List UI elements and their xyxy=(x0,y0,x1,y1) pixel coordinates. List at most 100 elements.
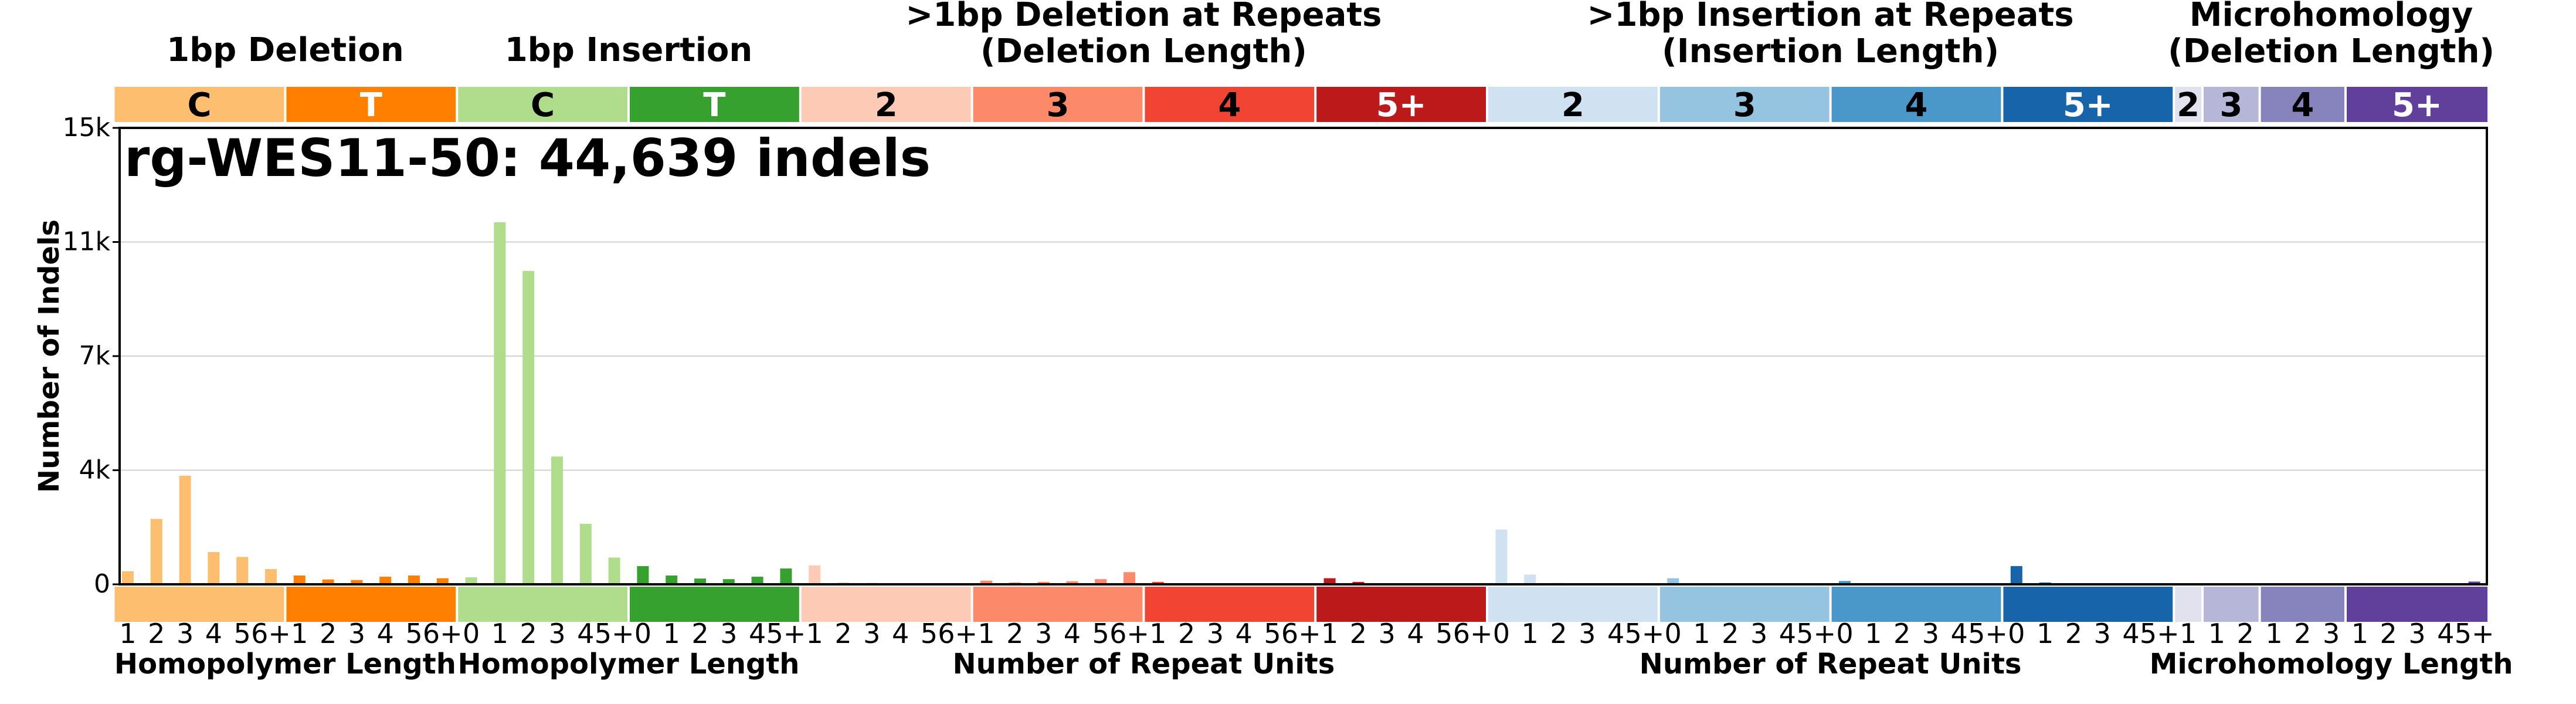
category-band-top-microhomology-5 xyxy=(2347,87,2487,122)
bar-1bp-deletion-at-repeats-3-3 xyxy=(1037,581,1050,584)
category-band-top-microhomology-4 xyxy=(2261,87,2344,122)
group-title-microhomology: Microhomology (Deletion Length) xyxy=(2168,0,2494,70)
category-band-top-1bp-insertion-t xyxy=(630,87,799,122)
x-tick-label: 3 xyxy=(177,618,194,649)
x-tick-label: 4 xyxy=(2437,618,2454,649)
category-band-bottom xyxy=(114,587,284,622)
bar-1bp-deletion-t-4 xyxy=(379,577,392,584)
x-tick-label: 2 xyxy=(1006,618,1023,649)
x-tick-label: 1 xyxy=(2208,618,2225,649)
bar-1bp-deletion-c-5 xyxy=(236,557,249,584)
group-title-1bp-insertion-at-repeats: >1bp Insertion at Repeats (Insertion Leng… xyxy=(1587,0,2074,70)
x-tick-label: 3 xyxy=(1750,618,1767,649)
x-tick-label: 2 xyxy=(2294,618,2311,649)
x-tick-label: 2 xyxy=(691,618,708,649)
category-band-bottom xyxy=(458,587,627,622)
category-label-3: 3 xyxy=(1733,86,1756,124)
bar-1bp-insertion-c-1 xyxy=(494,222,506,585)
y-tick-label: 15k xyxy=(63,113,111,143)
category-band-top-1bp-deletion-at-repeats-2 xyxy=(801,87,971,122)
bar-1bp-insertion-at-repeats-5-0 xyxy=(2010,566,2022,584)
x-tick-label: 5 xyxy=(405,618,422,649)
bar-1bp-deletion-c-2 xyxy=(150,519,162,584)
x-tick-label: 5+ xyxy=(1796,618,1836,649)
x-tick-label: 6+ xyxy=(938,618,978,649)
x-tick-label: 1 xyxy=(806,618,823,649)
x-tick-label: 5+ xyxy=(1624,618,1664,649)
group-xlabel-number-of-repeat-units: Number of Repeat Units xyxy=(1640,648,2022,681)
x-tick-label: 0 xyxy=(2008,618,2025,649)
x-tick-labels: 1 2 3 4 5 6+ 1 2 3 4 5 6+ 0 1 2 3 4 5+ 0 1 2 3 4 5+ 1 2 3 4 5 6+ 1 2 3 4 5… xyxy=(119,618,2494,649)
bar-1bp-deletion-at-repeats-3-5 xyxy=(1095,579,1107,584)
category-label-3: 3 xyxy=(2219,86,2242,124)
category-band-top-1bp-deletion-at-repeats-3 xyxy=(973,87,1143,122)
bar-1bp-deletion-at-repeats-3-6 xyxy=(1124,572,1135,584)
x-tick-label: 2 xyxy=(1350,618,1367,649)
category-label-2: 2 xyxy=(875,86,898,124)
x-tick-label: 5+ xyxy=(2455,618,2494,649)
x-tick-label: 4 xyxy=(749,618,766,649)
group-title-1bp-deletion: 1bp Deletion xyxy=(167,31,404,69)
bars xyxy=(122,222,2480,585)
category-band-top-1bp-insertion-at-repeats-5 xyxy=(2003,87,2173,122)
x-tick-label: 3 xyxy=(1922,618,1939,649)
category-band-top-1bp-deletion-t xyxy=(286,87,456,122)
bar-1bp-deletion-at-repeats-3-1 xyxy=(980,580,992,584)
category-band-top-1bp-insertion-at-repeats-3 xyxy=(1659,87,1830,122)
category-band-bottom xyxy=(2204,587,2259,622)
category-band-bottom xyxy=(1316,587,1486,622)
x-tick-label: 4 xyxy=(205,618,222,649)
category-label-2: 2 xyxy=(2177,86,2200,124)
category-band-top-1bp-deletion-at-repeats-5 xyxy=(1316,87,1486,122)
category-band-top-microhomology-2 xyxy=(2175,87,2201,122)
x-tick-label: 2 xyxy=(520,618,537,649)
x-tick-label: 5+ xyxy=(1968,618,2008,649)
bar-1bp-deletion-t-6 xyxy=(436,578,449,584)
category-label-2: 2 xyxy=(1562,86,1584,124)
bar-1bp-insertion-at-repeats-2-0 xyxy=(1495,529,1508,584)
bar-1bp-insertion-at-repeats-4-0 xyxy=(1839,581,1851,584)
y-tick-label: 0 xyxy=(94,569,110,599)
x-tick-label: 1 xyxy=(978,618,995,649)
category-band-top-1bp-deletion-at-repeats-4 xyxy=(1145,87,1315,122)
category-label-c: C xyxy=(531,86,555,124)
category-label-c: C xyxy=(187,86,211,124)
x-tick-label: 1 xyxy=(2037,618,2054,649)
x-tick-label: 4 xyxy=(1779,618,1796,649)
bar-1bp-deletion-at-repeats-3-4 xyxy=(1066,581,1078,584)
x-tick-label: 3 xyxy=(548,618,565,649)
category-band-bottom xyxy=(1831,587,2001,622)
bar-1bp-insertion-t-2 xyxy=(694,578,706,584)
x-tick-label: 1 xyxy=(1321,618,1338,649)
group-labels: 1bp Deletion Homopolymer Length 1bp Insert… xyxy=(114,0,2513,681)
bar-1bp-insertion-c-5 xyxy=(608,557,620,584)
category-band-bottom xyxy=(2347,587,2487,622)
category-band-bottom xyxy=(630,587,799,622)
bar-1bp-deletion-at-repeats-2-1 xyxy=(809,565,821,584)
bar-1bp-deletion-c-4 xyxy=(208,552,220,584)
category-label-4: 4 xyxy=(1905,86,1928,124)
category-band-top-1bp-insertion-c xyxy=(458,87,627,122)
x-tick-label: 6+ xyxy=(1453,618,1493,649)
group-title-1bp-deletion-at-repeats: >1bp Deletion at Repeats (Deletion Length… xyxy=(905,0,1382,70)
x-tick-label: 2 xyxy=(1893,618,1910,649)
bar-microhomology-5-5 xyxy=(2468,581,2480,584)
gridlines xyxy=(120,241,2487,471)
bar-1bp-deletion-at-repeats-5-1 xyxy=(1323,578,1336,584)
category-label-t: T xyxy=(360,86,382,124)
bar-1bp-insertion-t-1 xyxy=(666,575,678,584)
category-band-top-microhomology-3 xyxy=(2204,87,2259,122)
x-tick-label: 4 xyxy=(1064,618,1081,649)
x-tick-label: 0 xyxy=(1836,618,1853,649)
bar-1bp-insertion-c-2 xyxy=(522,270,535,585)
x-tick-label: 3 xyxy=(1379,618,1396,649)
x-tick-label: 1 xyxy=(291,618,308,649)
x-tick-label: 4 xyxy=(1407,618,1424,649)
x-tick-label: 5 xyxy=(921,618,938,649)
x-tick-label: 2 xyxy=(1550,618,1567,649)
x-tick-label: 2 xyxy=(320,618,337,649)
x-tick-label: 2 xyxy=(2380,618,2397,649)
x-tick-label: 1 xyxy=(1693,618,1710,649)
bar-1bp-insertion-c-3 xyxy=(551,456,563,584)
group-xlabel-homopolymer-length: Homopolymer Length xyxy=(114,648,456,681)
